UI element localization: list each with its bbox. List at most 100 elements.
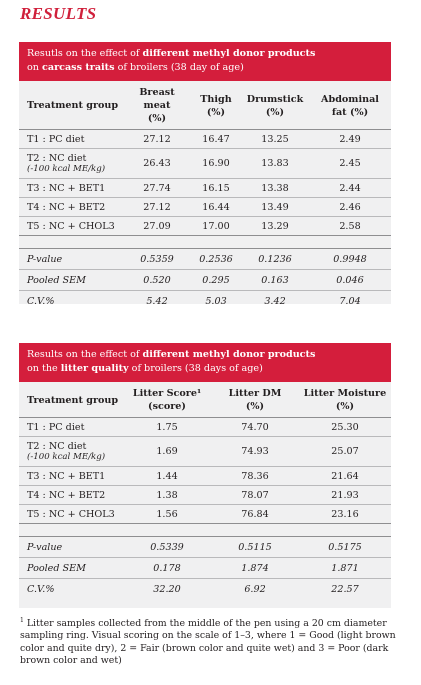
value-cell: 1.75 — [123, 417, 211, 437]
value-cell: 13.29 — [241, 216, 309, 236]
column-header: Litter Score¹ (score) — [123, 382, 211, 418]
column-header-label: Thigh — [200, 93, 232, 105]
column-header: Thigh (%) — [191, 81, 241, 130]
value-cell: 17.00 — [191, 216, 241, 236]
table-row: T3 : NC + BET1 27.74 16.15 13.38 2.44 — [19, 178, 391, 198]
caption-text: of broilers (38 days of age) — [128, 363, 263, 374]
caption-bold-text: different methyl donor products — [142, 349, 316, 360]
treatment-sublabel: (-100 kcal ME/kg) — [27, 164, 106, 174]
stat-value: 0.1236 — [241, 248, 309, 270]
stat-value: 0.5339 — [123, 536, 211, 558]
stat-value: 0.520 — [123, 269, 191, 291]
column-header-unit: (%) — [206, 106, 226, 118]
treatment-label: T5 : NC + CHOL3 — [27, 220, 115, 232]
value-cell: 27.74 — [123, 178, 191, 198]
value-cell: 16.47 — [191, 129, 241, 149]
footnote-marker: 1 — [20, 617, 24, 624]
litter-table-caption: Results on the effect of different methy… — [19, 343, 391, 382]
stat-value: 3.42 — [264, 295, 286, 307]
stat-value: 5.03 — [205, 295, 227, 307]
value-cell: 2.49 — [309, 129, 391, 149]
stat-row: P-value 0.5339 0.5115 0.5175 — [19, 536, 391, 558]
table-row: T1 : PC diet 27.12 16.47 13.25 2.49 — [19, 129, 391, 149]
treatment-label: T1 : PC diet — [27, 133, 85, 145]
value-cell: 76.84 — [211, 504, 299, 524]
footnote: 1 Litter samples collected from the midd… — [20, 615, 400, 667]
column-header-unit: fat (%) — [331, 106, 369, 118]
column-header: Litter DM (%) — [211, 382, 299, 418]
table-body: T1 : PC diet 27.12 16.47 13.25 2.49 T2 : NC d… — [19, 129, 391, 312]
stat-label: C.V.% — [27, 583, 55, 595]
stat-value: 0.5359 — [123, 248, 191, 270]
caption-text: Results on the effect of — [27, 349, 143, 360]
stat-row: P-value 0.5359 0.2536 0.1236 0.9948 — [19, 248, 391, 270]
value-cell: 13.38 — [241, 178, 309, 198]
table-header-row: Treatment group Litter Score¹ (score) Litte… — [19, 382, 391, 418]
column-header-label: Drumstick — [246, 93, 304, 105]
stat-row: C.V.% 5.42 5.03 3.42 7.04 — [19, 291, 391, 312]
stat-label: P-value — [19, 536, 123, 558]
value-cell: 27.12 — [123, 129, 191, 149]
value-cell: 2.45 — [309, 148, 391, 179]
treatment-cell: T1 : PC diet — [19, 129, 123, 149]
stat-value: 0.2536 — [191, 248, 241, 270]
value-cell: 2.44 — [309, 178, 391, 198]
footnote-text: Litter samples collected from the middle… — [20, 618, 396, 666]
results-heading: RESULTS — [20, 4, 97, 23]
stat-value: 5.42 — [146, 295, 168, 307]
table-row: T1 : PC diet 1.75 74.70 25.30 — [19, 417, 391, 437]
value-cell: 13.83 — [241, 148, 309, 179]
value-cell: 16.15 — [191, 178, 241, 198]
treatment-cell: T4 : NC + BET2 — [19, 197, 123, 217]
column-header-label: Abdominal — [321, 93, 379, 105]
table-body: T1 : PC diet 1.75 74.70 25.30 T2 : NC diet (-… — [19, 417, 391, 600]
value-cell: 13.49 — [241, 197, 309, 217]
table-row: T5 : NC + CHOL3 1.56 76.84 23.16 — [19, 504, 391, 524]
value-cell: 13.25 — [241, 129, 309, 149]
treatment-label: T4 : NC + BET2 — [27, 489, 106, 501]
carcass-traits-table: Treatment group Breast meat (%) Thigh (%) Dru… — [19, 81, 391, 311]
value-cell: 25.30 — [299, 417, 391, 437]
value-cell: 74.70 — [211, 417, 299, 437]
table-row: T4 : NC + BET2 1.38 78.07 21.93 — [19, 485, 391, 505]
treatment-cell: T3 : NC + BET1 — [19, 178, 123, 198]
caption-bold-text: different methyl donor products — [142, 48, 316, 59]
value-cell: 74.93 — [211, 436, 299, 467]
stat-value: 6.92 — [244, 583, 266, 595]
column-header-unit: (%) — [265, 106, 285, 118]
spacer-row — [19, 235, 391, 249]
table-row: T2 : NC diet (-100 kcal ME/kg) 1.69 74.93 25… — [19, 436, 391, 467]
treatment-label: T5 : NC + CHOL3 — [27, 508, 115, 520]
value-cell: 23.16 — [299, 504, 391, 524]
spacer-cell — [19, 235, 391, 249]
stat-label: P-value — [19, 248, 123, 270]
stat-value: 0.163 — [241, 269, 309, 291]
value-cell: 2.46 — [309, 197, 391, 217]
litter-quality-table: Treatment group Litter Score¹ (score) Litte… — [19, 382, 391, 599]
treatment-label: T2 : NC diet — [27, 153, 87, 164]
column-header-label: Litter Moisture — [303, 388, 387, 399]
caption-text: of broilers (38 day of age) — [114, 62, 244, 73]
treatment-label: T1 : PC diet — [27, 421, 85, 433]
caption-text: on — [27, 62, 43, 73]
value-cell: 21.64 — [299, 466, 391, 486]
column-header-label: Litter Score¹ — [132, 388, 202, 399]
table-row: T4 : NC + BET2 27.12 16.44 13.49 2.46 — [19, 197, 391, 217]
column-header: Drumstick (%) — [241, 81, 309, 130]
column-header-unit: (score) — [148, 401, 186, 412]
stat-label: Pooled SEM — [19, 269, 123, 291]
column-header: Breast meat (%) — [123, 81, 191, 130]
value-cell: 25.07 — [299, 436, 391, 467]
treatment-label: T4 : NC + BET2 — [27, 201, 106, 213]
stat-row: Pooled SEM 0.178 1.874 1.871 — [19, 557, 391, 579]
stat-label: Pooled SEM — [19, 557, 123, 579]
value-cell: 1.56 — [123, 504, 211, 524]
column-header-label: Treatment group — [27, 394, 119, 406]
value-cell: 27.12 — [123, 197, 191, 217]
treatment-cell: T5 : NC + CHOL3 — [19, 216, 123, 236]
treatment-label: T3 : NC + BET1 — [27, 182, 106, 194]
column-header: Litter Moisture (%) — [299, 382, 391, 418]
treatment-label: T3 : NC + BET1 — [27, 470, 106, 482]
value-cell: 16.44 — [191, 197, 241, 217]
value-cell: 1.44 — [123, 466, 211, 486]
